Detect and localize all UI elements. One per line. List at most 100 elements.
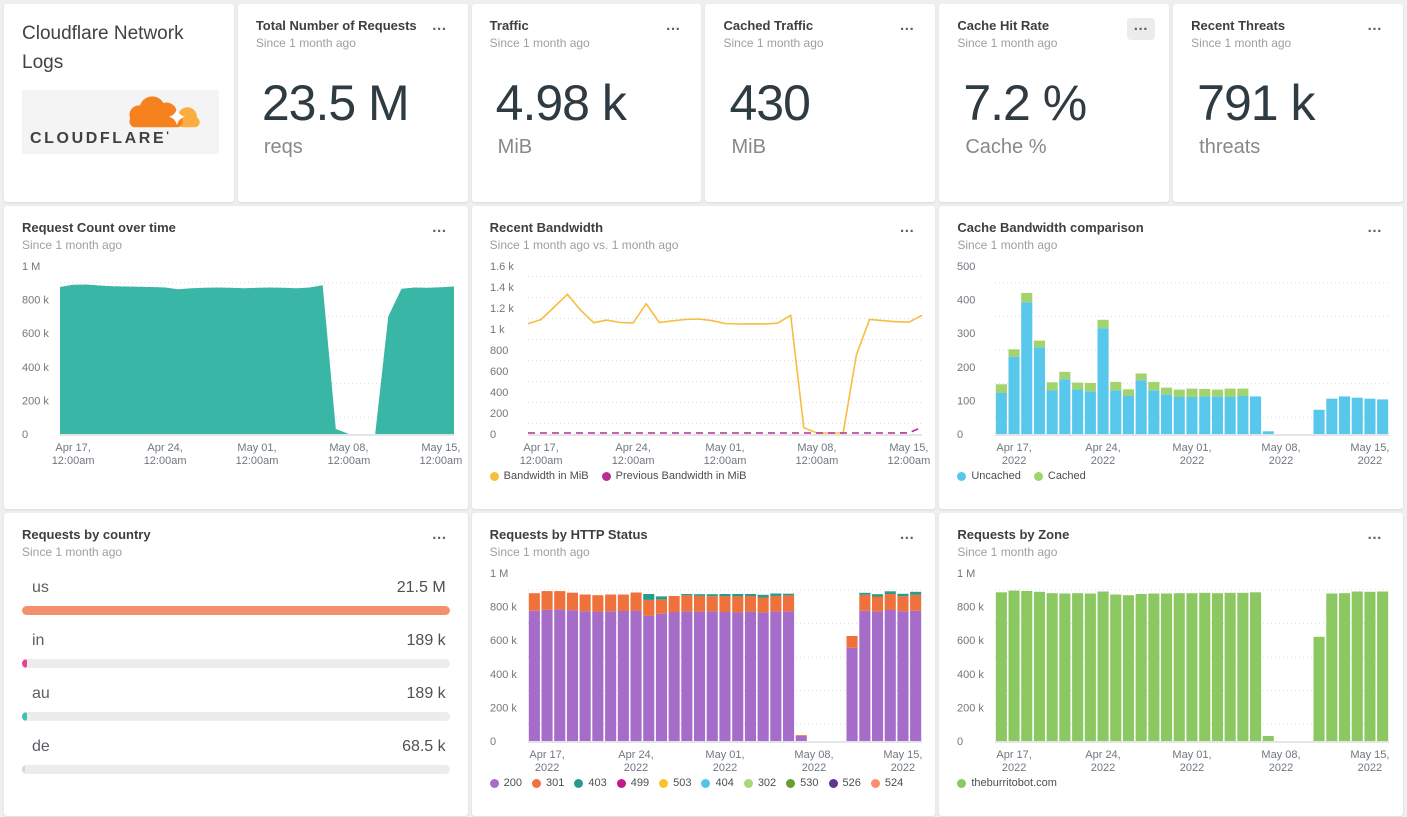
- svg-text:1.6 k: 1.6 k: [490, 261, 514, 273]
- card-subtitle: Since 1 month ago: [22, 238, 123, 252]
- svg-text:Apr 17,12:00am: Apr 17, 12:00am: [519, 442, 562, 467]
- card-title: Recent Bandwidth: [489, 220, 604, 235]
- card-title: Cache Hit Rate: [957, 18, 1050, 33]
- chart-canvas: 1.6 k 1.4 k 1.2 k 1 k 800 600 400 200 0 Apr 17, 12…: [490, 261, 930, 467]
- legend-dot: [601, 471, 611, 481]
- metric-value: 23.5 M: [261, 75, 410, 131]
- svg-text:May 15,12:00am: May 15, 12:00am: [419, 442, 462, 467]
- legend-dot: [957, 471, 967, 481]
- more-menu-icon[interactable]: …: [899, 17, 916, 34]
- country-row-in: in 189 k: [22, 632, 450, 668]
- legend-item-theburritobot.com: theburritobot.com: [957, 777, 1057, 789]
- chart-legend: Bandwidth in MiB Previous Bandwidth in Mi…: [472, 468, 936, 482]
- more-menu-icon[interactable]: …: [1366, 17, 1383, 34]
- country-value: 189 k: [406, 685, 446, 702]
- y-axis-labels: 1 M 800 k 600 k 400 k 200 k 0: [957, 568, 984, 748]
- svg-text:0: 0: [490, 736, 496, 748]
- country-label: au: [32, 685, 50, 702]
- card-subtitle: Since 1 month ago: [255, 36, 356, 50]
- legend-item-499: 499: [616, 777, 649, 789]
- cloudflare-wordmark: CLOUDFLARE: [30, 130, 211, 148]
- summary-row: Cloudflare Network Logs CLOUDFLARE Total…: [4, 4, 1403, 202]
- svg-text:200 k: 200 k: [22, 395, 49, 407]
- x-axis-labels: Apr 17, 2022 Apr 24, 2022 May 01, 2022 May 08,…: [997, 749, 1390, 774]
- chart-card-requests-by-zone: Requests by Zone Since 1 month ago … 1 M…: [939, 513, 1403, 816]
- metric-card-cached-traffic: Cached Traffic Since 1 month ago … 430 M…: [705, 4, 936, 202]
- legend-dot: [489, 778, 499, 788]
- chart-canvas: 1 M 800 k 600 k 400 k 200 k 0 Apr 17, 2022 Apr 2…: [490, 568, 922, 774]
- svg-text:800 k: 800 k: [957, 602, 984, 614]
- svg-text:600 k: 600 k: [22, 328, 49, 340]
- svg-text:May 15,2022: May 15, 2022: [883, 749, 922, 774]
- charts-row-1: Request Count over time Since 1 month ag…: [4, 206, 1403, 509]
- more-menu-icon[interactable]: …: [899, 219, 916, 236]
- metric-card-cache-hit-rate: Cache Hit Rate Since 1 month ago … 7.2 %…: [939, 4, 1170, 202]
- svg-text:May 08,2022: May 08, 2022: [1262, 442, 1301, 467]
- svg-text:200: 200: [490, 408, 508, 420]
- cloudflare-cloud-icon: [129, 96, 200, 128]
- svg-text:May 08,12:00am: May 08, 12:00am: [795, 442, 838, 467]
- svg-text:Apr 17,2022: Apr 17, 2022: [997, 749, 1032, 774]
- legend-dot: [489, 471, 499, 481]
- legend-item-Cached: Cached: [1033, 470, 1086, 482]
- bar-series-Cached: [996, 292, 1249, 397]
- card-subtitle: Since 1 month ago: [22, 545, 123, 559]
- svg-text:600 k: 600 k: [490, 635, 517, 647]
- more-menu-icon[interactable]: …: [431, 17, 448, 34]
- legend-item-526: 526: [828, 777, 861, 789]
- more-menu-icon[interactable]: …: [1366, 219, 1383, 236]
- metric-unit: reqs: [263, 136, 303, 158]
- more-menu-icon[interactable]: …: [431, 219, 448, 236]
- legend-item-403: 403: [574, 777, 607, 789]
- bar-series-theburritobot.com: [996, 590, 1389, 741]
- svg-text:Apr 17,12:00am: Apr 17, 12:00am: [52, 442, 95, 467]
- svg-text:800: 800: [490, 345, 508, 357]
- country-bar-track: [22, 606, 450, 615]
- svg-text:Apr 24,2022: Apr 24, 2022: [1086, 442, 1121, 467]
- bar-series-Uncached: [996, 302, 1389, 434]
- legend-item-301: 301: [532, 777, 564, 789]
- country-value: 21.5 M: [396, 579, 446, 596]
- more-menu-icon[interactable]: …: [431, 526, 448, 543]
- more-menu-icon[interactable]: …: [1127, 18, 1156, 40]
- legend-dot: [532, 778, 542, 788]
- svg-text:400: 400: [957, 295, 975, 307]
- y-axis-labels: 1 M 800 k 600 k 400 k 200 k 0: [490, 568, 517, 748]
- svg-text:0: 0: [957, 736, 963, 748]
- bar-series-200: [528, 609, 921, 741]
- country-label: in: [32, 632, 45, 649]
- card-subtitle: Since 1 month ago: [957, 545, 1058, 559]
- legend-item-530: 530: [786, 777, 819, 789]
- card-title: Cached Traffic: [723, 18, 814, 33]
- chart-card-request-count: Request Count over time Since 1 month ag…: [4, 206, 468, 509]
- svg-text:1 M: 1 M: [490, 568, 508, 580]
- country-bar-track: [22, 659, 450, 668]
- country-bar-track: [22, 765, 450, 774]
- metric-value: 4.98 k: [495, 75, 627, 131]
- svg-text:200 k: 200 k: [490, 702, 517, 714]
- line-series-Previous Bandwidth in MiB: [527, 426, 922, 434]
- brand-card: Cloudflare Network Logs CLOUDFLARE: [4, 4, 234, 202]
- country-bar-list: us 21.5 M in 189 k au 189 k de 68.5 k: [4, 565, 468, 791]
- card-subtitle: Since 1 month ago: [489, 545, 590, 559]
- chart-canvas: 1 M 800 k 600 k 400 k 200 k 0 Apr 17, 2022 Apr 2…: [957, 568, 1390, 774]
- svg-text:May 15,12:00am: May 15, 12:00am: [887, 442, 930, 467]
- card-subtitle: Since 1 month ago: [957, 238, 1058, 252]
- country-bar-fill: [22, 712, 27, 721]
- legend-item-302: 302: [743, 777, 776, 789]
- metric-unit: Cache %: [965, 136, 1047, 158]
- more-menu-icon[interactable]: …: [665, 17, 682, 34]
- svg-text:May 01,12:00am: May 01, 12:00am: [236, 442, 279, 467]
- svg-text:May 15,2022: May 15, 2022: [1351, 442, 1390, 467]
- svg-text:Apr 24,2022: Apr 24, 2022: [618, 749, 653, 774]
- card-subtitle: Since 1 month ago vs. 1 month ago: [489, 238, 679, 252]
- chart-card-cache-bandwidth: Cache Bandwidth comparison Since 1 month…: [939, 206, 1403, 509]
- more-menu-icon[interactable]: …: [1366, 526, 1383, 543]
- more-menu-icon[interactable]: …: [899, 526, 916, 543]
- legend-dot: [957, 778, 967, 788]
- legend-dot: [743, 778, 753, 788]
- svg-text:0: 0: [22, 429, 28, 441]
- legend-item-404: 404: [701, 777, 734, 789]
- card-title: Traffic: [489, 18, 529, 33]
